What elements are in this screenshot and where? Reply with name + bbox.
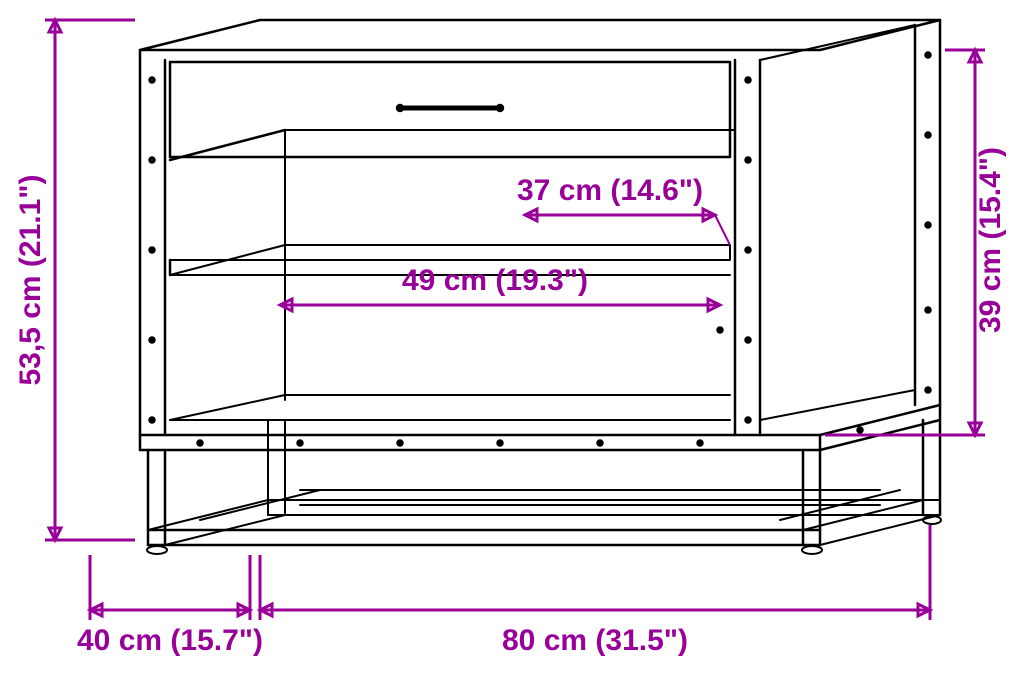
dim-shelf-depth-label: 37 cm (14.6") — [517, 174, 703, 207]
dim-shelf-depth: 37 cm (14.6") — [517, 174, 730, 245]
dim-shelf-width-label: 49 cm (19.3") — [402, 264, 588, 297]
dim-depth-bottom-label: 40 cm (15.7") — [77, 624, 263, 657]
dim-shelf-width: 49 cm (19.3") — [280, 264, 720, 311]
dim-height-right-label: 39 cm (15.4") — [974, 147, 1007, 333]
dimension-diagram: 53,5 cm (21.1") 39 cm (15.4") 40 cm (15.… — [0, 0, 1020, 683]
dim-height-left-label: 53,5 cm (21.1") — [14, 174, 47, 385]
dim-width-bottom-label: 80 cm (31.5") — [502, 624, 688, 657]
dim-depth-bottom: 40 cm (15.7") — [77, 555, 263, 657]
dim-height-left: 53,5 cm (21.1") — [14, 20, 135, 540]
dimension-annotations: 53,5 cm (21.1") 39 cm (15.4") 40 cm (15.… — [14, 20, 1007, 657]
